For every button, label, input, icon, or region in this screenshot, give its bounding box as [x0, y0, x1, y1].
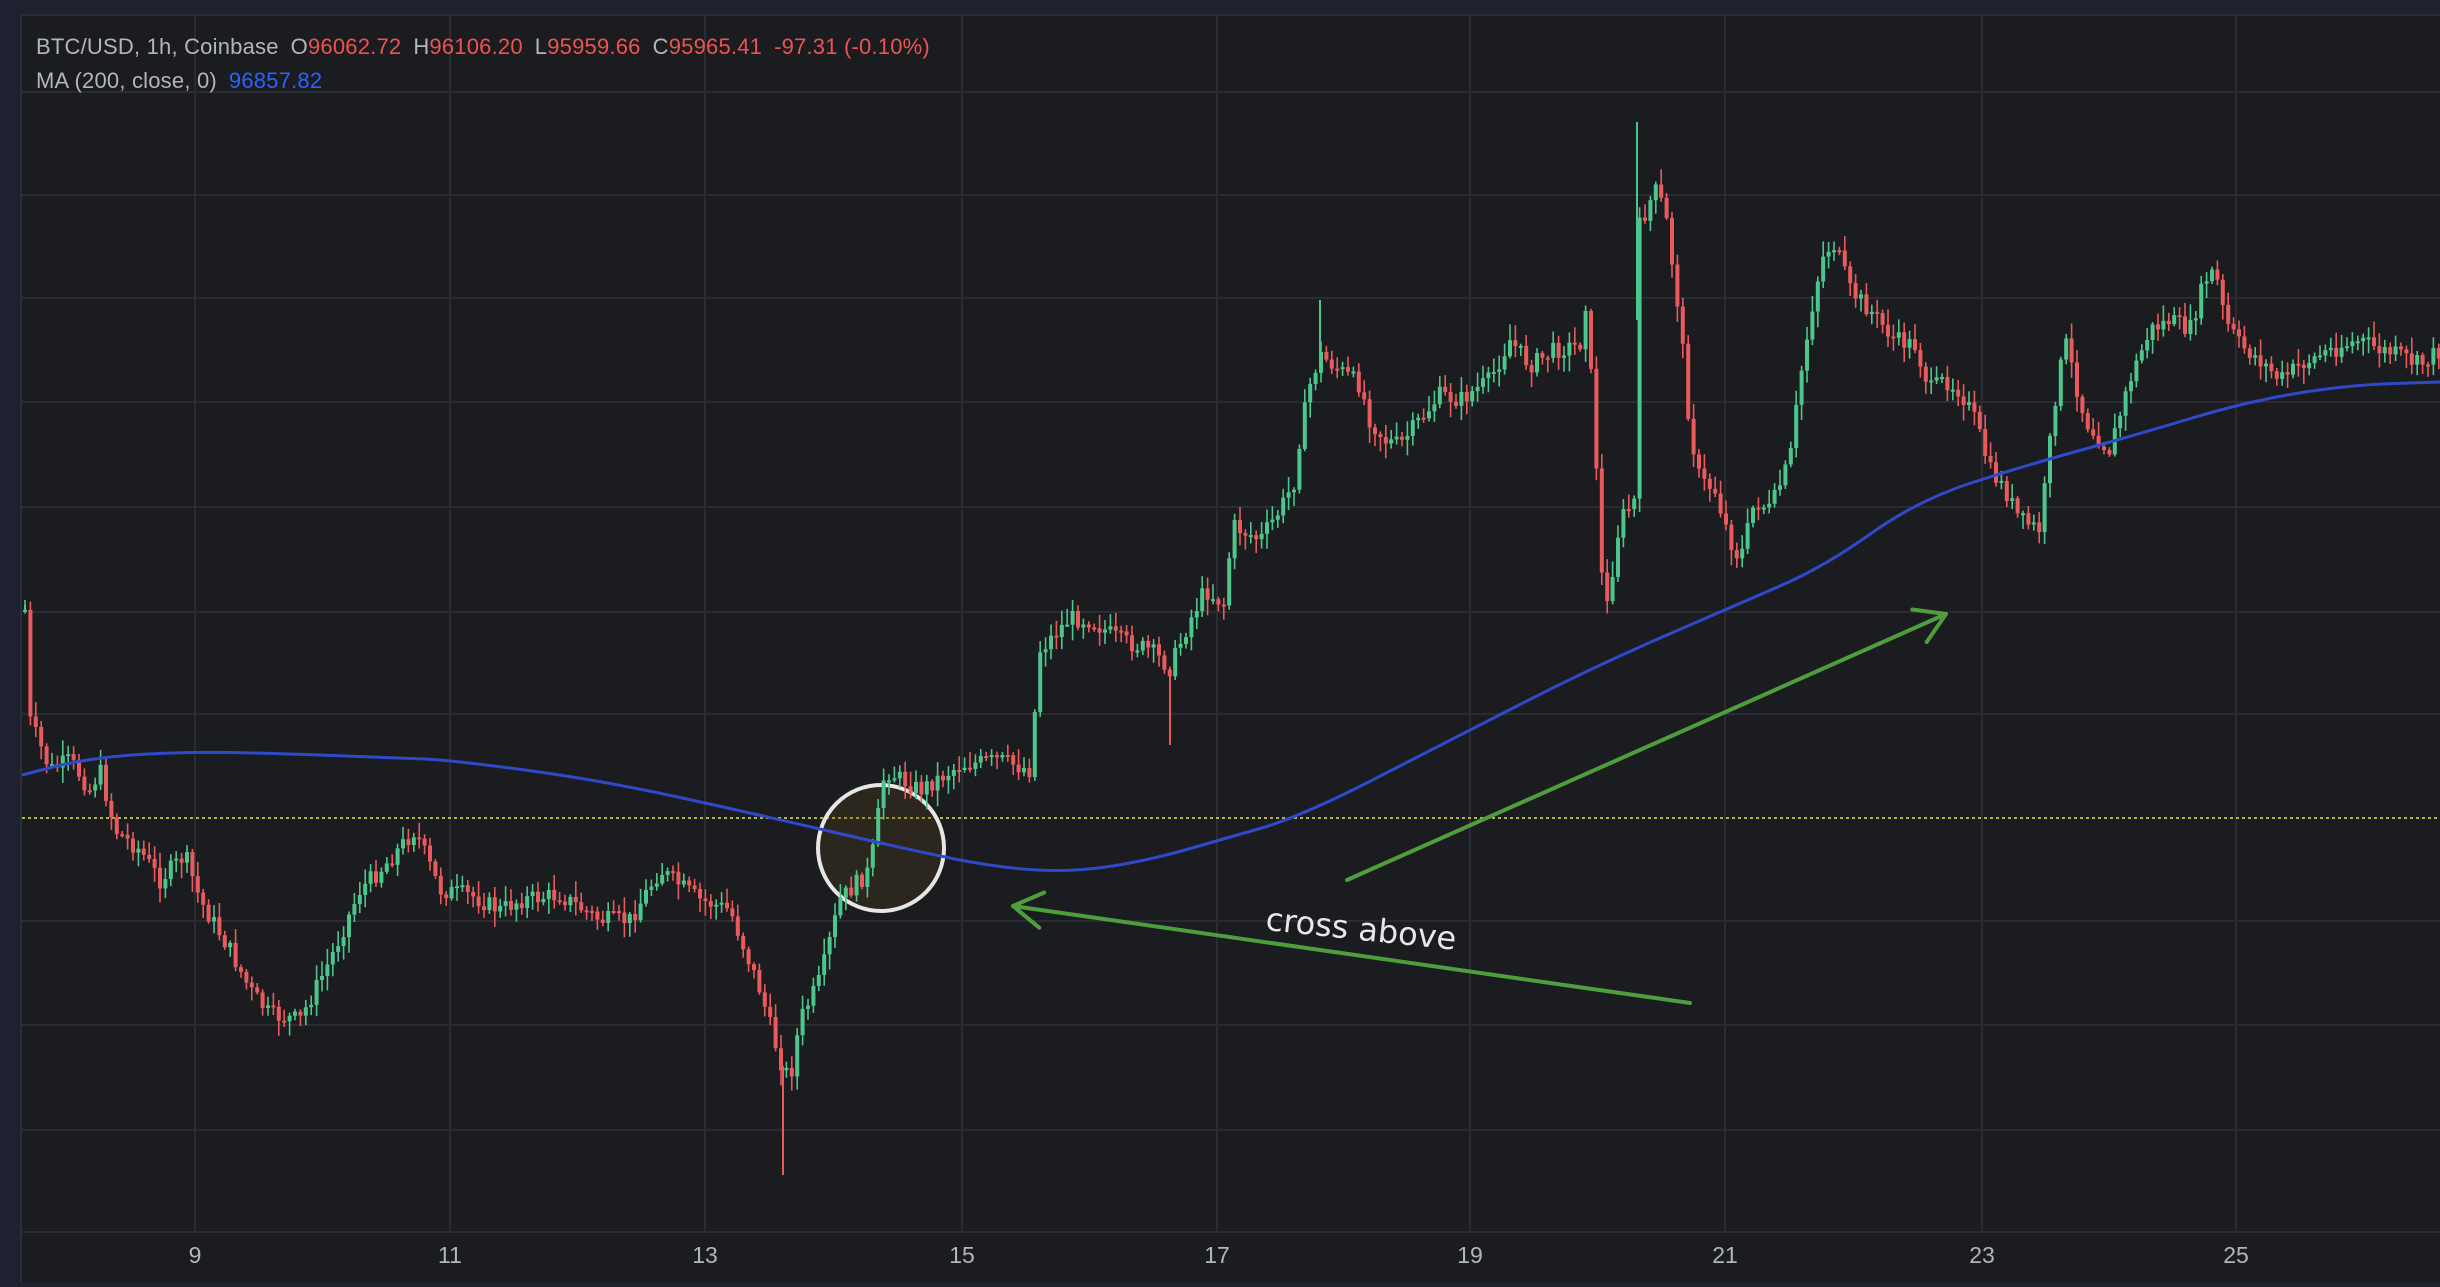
ohlc-row: BTC/USD, 1h, Coinbase O 96062.72 H 96106.2…	[36, 30, 930, 64]
open-label: O	[290, 34, 308, 59]
high-value: 96106.20	[429, 34, 523, 59]
symbol-label[interactable]: BTC/USD, 1h, Coinbase	[36, 34, 279, 59]
arrow-head-icon	[1910, 607, 1948, 645]
chart-pane[interactable]	[20, 14, 2440, 1282]
close-value: 95965.41	[668, 34, 763, 59]
x-tick-label: 15	[949, 1242, 975, 1268]
chart-legend: BTC/USD, 1h, Coinbase O 96062.72 H 96106.2…	[36, 30, 930, 98]
arrow-line[interactable]	[1345, 612, 1948, 882]
x-tick-label: 19	[1457, 1242, 1483, 1268]
chart-grid	[22, 16, 2440, 1232]
x-tick-label: 17	[1204, 1242, 1230, 1268]
low-value: 95959.66	[547, 34, 641, 59]
x-tick-label: 21	[1712, 1242, 1738, 1268]
candlestick-series	[23, 122, 2440, 1175]
low-label: L	[534, 34, 548, 59]
arrow-head-icon	[1011, 890, 1047, 930]
open-value: 96062.72	[307, 34, 402, 59]
annotation-arrows[interactable]	[1011, 607, 1948, 1005]
high-label: H	[413, 34, 430, 59]
circle-highlight[interactable]	[816, 783, 946, 913]
arrow-line[interactable]	[1011, 904, 1692, 1005]
ma-200-line[interactable]	[21, 380, 2440, 872]
x-tick-label: 13	[692, 1242, 718, 1268]
indicator-row: MA (200, close, 0) 96857.82	[36, 64, 930, 98]
close-label: C	[652, 34, 669, 59]
x-tick-label: 25	[2223, 1242, 2249, 1268]
x-tick-label: 11	[438, 1242, 462, 1268]
indicator-name[interactable]: MA (200, close, 0)	[36, 68, 217, 93]
change-value: -97.31 (-0.10%)	[774, 34, 930, 59]
x-tick-label: 23	[1969, 1242, 1995, 1268]
cross-point-circle[interactable]	[816, 783, 946, 913]
x-tick-label: 9	[188, 1242, 202, 1268]
indicator-value: 96857.82	[228, 68, 323, 93]
